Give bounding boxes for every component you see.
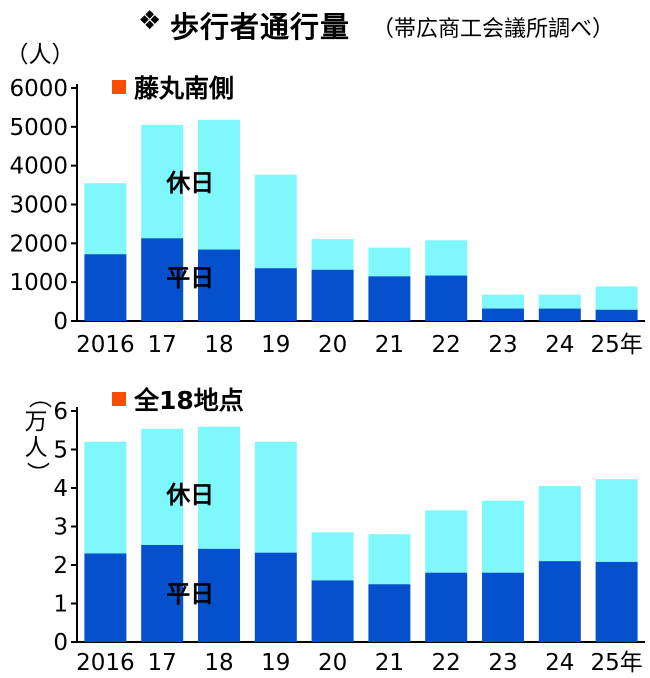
y-unit-label: （人） [6,42,75,68]
y-tick-label: 6 [53,399,68,425]
bar-weekend [595,479,638,562]
bar-weekday [482,308,524,321]
series-label-weekday: 平日 [166,264,214,292]
bar-weekend [538,486,581,562]
y-tick-label: 5 [53,438,68,464]
bar-weekday [538,308,581,321]
x-tick-label: 24 [545,332,574,358]
y-tick-label: 4 [53,476,68,502]
bar-weekday [425,275,468,321]
y-unit-char: 万 [25,409,48,435]
x-tick-label: 21 [375,650,404,676]
bar-weekend [595,286,638,310]
bar-weekend [311,532,354,581]
bar-weekend [482,294,524,309]
bar-weekend [254,441,297,553]
series-label-weekday: 平日 [166,580,214,608]
bar-weekday [368,276,411,321]
bar-weekend [482,500,524,573]
y-tick-label: 4000 [9,154,68,180]
bar-weekday [141,544,184,642]
y-unit-paren-open: （ [26,386,52,409]
bar-weekday [425,572,468,642]
bar-weekend [141,428,184,545]
y-tick-label: 2 [53,553,68,579]
y-unit-label: （万人） [24,386,52,485]
y-tick-label: 0 [53,630,68,656]
x-tick-label: 23 [488,332,517,358]
bar-weekday [84,553,127,642]
y-tick-label: 3 [53,515,68,541]
y-unit-paren-close: ） [24,462,50,485]
y-tick-label: 1 [53,592,68,618]
bar-weekend [311,239,354,270]
bar-weekday [84,254,127,321]
bar-weekday [254,268,297,321]
x-tick-label: 22 [432,332,461,358]
bar-weekday [198,249,240,321]
bar-weekend [198,119,240,250]
x-tick-label: 21 [375,332,404,358]
bar-weekend [425,240,468,276]
y-tick-label: 3000 [9,193,68,219]
y-unit-char: 人 [25,435,48,461]
y-tick-label: 2000 [9,231,68,257]
x-tick-label: 2016 [76,332,135,358]
series-label-weekend: 休日 [165,169,214,197]
x-tick-label: 24 [545,650,574,676]
chart-header: ❖ 歩行者通行量 （帯広商工会議所調べ） [0,0,650,44]
bar-weekend [368,534,411,585]
bar-weekend [368,247,411,277]
bar-weekday [254,552,297,642]
y-tick-label: 6000 [9,76,68,102]
bar-weekday [595,309,638,321]
y-tick-label: 1000 [9,270,68,296]
diamond-icon: ❖ [138,6,162,36]
bar-weekday [311,269,354,321]
x-tick-label: 25年 [590,650,642,676]
x-tick-label: 25年 [590,332,642,358]
chart-title: 歩行者通行量 [170,10,351,44]
chart-subtitle: 藤丸南側 [134,74,234,103]
y-tick-label: 0 [53,309,68,335]
legend-marker [112,392,126,406]
chart-subtitle: 全18地点 [133,386,244,415]
bar-weekday [538,561,581,642]
x-tick-label: 18 [204,650,233,676]
legend-marker [112,80,126,94]
series-label-weekend: 休日 [165,481,214,509]
x-tick-label: 19 [261,650,290,676]
y-tick-label: 5000 [9,115,68,141]
x-tick-label: 17 [148,650,177,676]
x-tick-label: 20 [318,650,347,676]
source-note: （帯広商工会議所調べ） [372,17,615,42]
x-tick-label: 17 [148,332,177,358]
bar-weekday [141,238,184,321]
x-tick-label: 2016 [76,650,135,676]
x-tick-label: 22 [432,650,461,676]
bar-weekend [254,174,297,269]
bar-weekend [84,183,127,255]
bar-weekday [311,580,354,642]
x-tick-label: 19 [261,332,290,358]
bar-weekend [538,294,581,309]
bar-weekday [595,561,638,642]
bar-weekend [84,441,127,554]
bar-weekday [482,572,524,642]
bar-weekday [368,584,411,642]
bar-weekend [141,124,184,239]
x-tick-label: 23 [488,650,517,676]
x-tick-label: 18 [204,332,233,358]
bar-weekend [425,510,468,573]
bar-weekday [198,548,240,642]
bar-weekend [198,426,240,549]
x-tick-label: 20 [318,332,347,358]
